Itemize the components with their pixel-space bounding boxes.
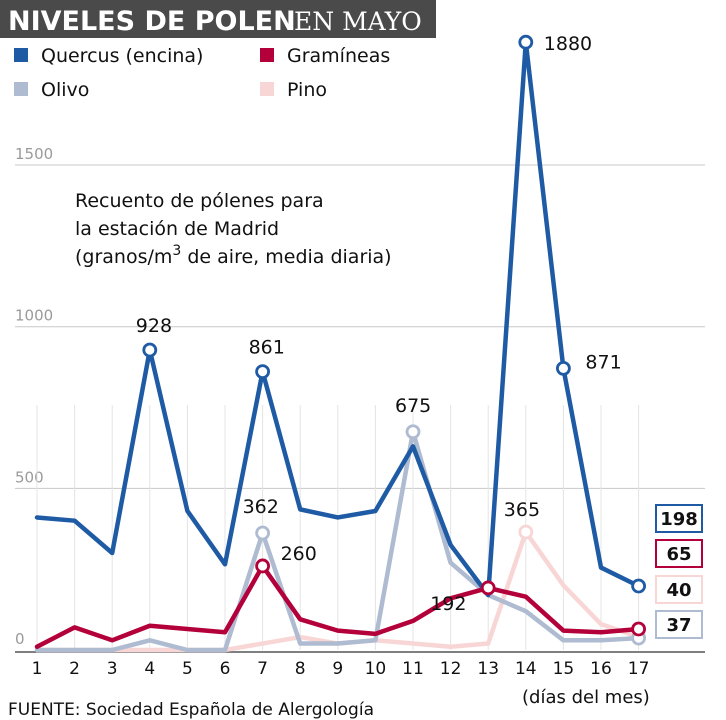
value-label-3-4: 928 — [136, 315, 172, 337]
series-2-marker-17 — [631, 621, 646, 637]
legend-swatch-0 — [14, 48, 28, 62]
end-box-1 — [655, 539, 703, 568]
end-value-2: 40 — [666, 580, 691, 601]
end-value-1: 65 — [666, 544, 691, 565]
series-0-marker-14 — [518, 524, 534, 540]
series-2-marker-7 — [255, 558, 271, 574]
legend-swatch-2 — [14, 82, 28, 96]
subtitle-line-1: Recuento de pólenes para — [75, 190, 324, 212]
value-label-2-7: 260 — [281, 543, 317, 565]
x-tick-label-8: 8 — [295, 659, 306, 679]
x-tick-label-2: 2 — [69, 659, 80, 679]
x-tick-label-15: 15 — [553, 659, 575, 679]
series-line-3 — [34, 39, 641, 598]
x-tick-label-4: 4 — [144, 659, 155, 679]
value-label-3-14: 1880 — [544, 33, 592, 55]
subtitle-line-3: (granos/m3 de aire, media diaria) — [75, 243, 392, 268]
series-group — [34, 34, 646, 653]
y-tick-label-1500: 1500 — [15, 145, 53, 163]
x-tick-label-12: 12 — [440, 659, 462, 679]
series-3-marker-4 — [142, 342, 158, 358]
x-tick-label-13: 13 — [477, 659, 499, 679]
legend-label-0: Quercus (encina) — [41, 45, 203, 67]
x-tick-label-14: 14 — [515, 659, 537, 679]
x-tick-label-5: 5 — [182, 659, 193, 679]
series-1-marker-7 — [255, 525, 271, 541]
end-value-3: 37 — [666, 615, 691, 636]
series-3-marker-17 — [631, 578, 646, 594]
series-1-marker-11 — [405, 424, 421, 440]
y-tick-label-1000: 1000 — [15, 307, 53, 325]
value-label-0-14: 365 — [504, 499, 540, 521]
x-tick-label-6: 6 — [220, 659, 231, 679]
y-tick-label-500: 500 — [15, 468, 44, 486]
legend-label-3: Pino — [287, 79, 327, 101]
chart-title-bold: NIVELES DE POLEN — [8, 6, 296, 37]
series-3-marker-14 — [518, 34, 534, 50]
legend-swatch-1 — [260, 48, 274, 62]
chart-title-light: EN MAYO — [294, 7, 422, 36]
x-tick-label-17: 17 — [628, 659, 650, 679]
legend-label-1: Gramíneas — [287, 45, 390, 67]
end-box-0 — [655, 504, 703, 533]
value-labels: 365 362 675 260 192 928 861 1880 871 — [136, 33, 622, 615]
series-line-2 — [34, 563, 641, 650]
value-label-1-7: 362 — [243, 496, 279, 518]
x-tick-label-10: 10 — [365, 659, 387, 679]
subtitle-units-rest: de aire, media diaria) — [181, 246, 391, 268]
end-box-2 — [655, 575, 703, 604]
subtitle-superscript: 3 — [172, 243, 181, 259]
subtitle-units: (granos/m — [75, 246, 172, 268]
x-tick-label-3: 3 — [107, 659, 118, 679]
subtitle-line-2: la estación de Madrid — [75, 218, 279, 240]
title-banner — [0, 0, 436, 38]
x-axis: 1 2 3 4 5 6 7 8 9 10 11 12 13 14 15 16 17 — [32, 659, 650, 679]
value-label-1-11: 675 — [395, 395, 431, 417]
value-label-3-7: 861 — [249, 337, 285, 359]
series-line-1 — [34, 429, 641, 653]
x-tick-label-16: 16 — [590, 659, 612, 679]
x-tick-label-11: 11 — [402, 659, 424, 679]
series-2-marker-13 — [480, 580, 496, 596]
y-tick-label-0: 0 — [15, 630, 25, 648]
series-3-marker-15 — [556, 361, 571, 376]
legend-swatch-3 — [260, 82, 274, 96]
end-box-3 — [655, 610, 703, 639]
end-value-0: 198 — [660, 509, 698, 530]
value-label-2-13: 192 — [430, 593, 466, 615]
end-value-boxes: 198 65 40 37 — [655, 504, 703, 639]
legend: Quercus (encina) Gramíneas Olivo Pino — [14, 45, 390, 101]
x-tick-label-9: 9 — [332, 659, 343, 679]
source-note: FUENTE: Sociedad Española de Alergología — [8, 700, 374, 720]
x-tick-label-1: 1 — [32, 659, 43, 679]
x-axis-label: (días del mes) — [522, 687, 650, 708]
x-tick-label-7: 7 — [257, 659, 268, 679]
value-label-3-15: 871 — [585, 351, 621, 373]
gridlines: 0 500 1000 1500 — [15, 145, 705, 653]
subtitle: Recuento de pólenes para la estación de … — [75, 190, 392, 268]
series-3-marker-7 — [255, 364, 271, 380]
legend-label-2: Olivo — [41, 79, 89, 101]
